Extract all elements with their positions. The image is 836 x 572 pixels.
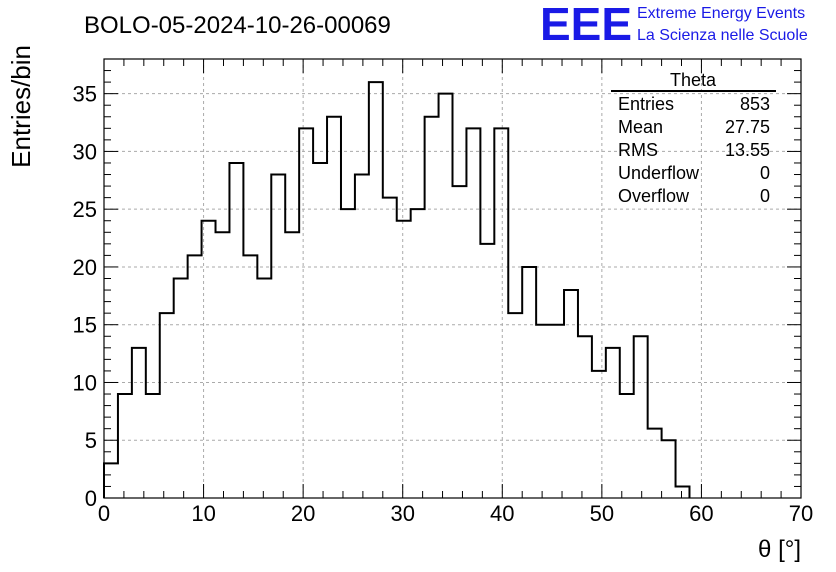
histogram-bin-24 bbox=[439, 94, 453, 498]
x-tick-label-2: 20 bbox=[291, 501, 315, 526]
histogram-bin-39 bbox=[648, 429, 662, 498]
stats-label-overflow: Overflow bbox=[618, 186, 690, 206]
histogram-bin-11 bbox=[257, 279, 271, 499]
histogram-bin-41 bbox=[676, 486, 690, 498]
histogram-bin-20 bbox=[383, 198, 397, 498]
y-tick-label-0: 0 bbox=[85, 486, 97, 511]
histogram-bin-9 bbox=[229, 163, 243, 498]
histogram-bin-21 bbox=[397, 221, 411, 498]
plot-frame bbox=[103, 58, 802, 499]
stats-label-entries: Entries bbox=[618, 94, 674, 114]
histogram-bin-36 bbox=[606, 348, 620, 498]
y-tick-label-3: 15 bbox=[73, 313, 97, 338]
stats-rows: Entries 853 Mean 27.75 RMS 13.55 Underflow 0 Ove… bbox=[618, 94, 770, 206]
org-line-1: Extreme Energy Events bbox=[637, 5, 805, 22]
stats-value-entries: 853 bbox=[740, 94, 770, 114]
histogram-bin-10 bbox=[243, 255, 257, 498]
histogram-bin-18 bbox=[355, 175, 369, 498]
histogram-bin-38 bbox=[634, 336, 648, 498]
y-tick-label-6: 30 bbox=[73, 139, 97, 164]
histogram-bin-27 bbox=[480, 244, 494, 498]
histogram-bin-6 bbox=[188, 255, 202, 498]
stats-title: Theta bbox=[670, 70, 717, 90]
histogram-bin-2 bbox=[132, 348, 146, 498]
stats-label-underflow: Underflow bbox=[618, 163, 700, 183]
x-axis-label: θ [°] bbox=[758, 536, 801, 563]
histogram-bin-25 bbox=[453, 186, 467, 498]
stats-value-mean: 27.75 bbox=[725, 117, 770, 137]
stats-box: Theta Entries 853 Mean 27.75 RMS 13.55 Underfl… bbox=[611, 70, 776, 206]
stats-value-underflow: 0 bbox=[760, 163, 770, 183]
histogram-bin-5 bbox=[174, 279, 188, 499]
histogram-bin-40 bbox=[662, 440, 676, 498]
histogram-bin-37 bbox=[620, 394, 634, 498]
stats-value-rms: 13.55 bbox=[725, 140, 770, 160]
x-tick-label-5: 50 bbox=[590, 501, 614, 526]
histogram-bin-3 bbox=[146, 394, 160, 498]
y-tick-label-7: 35 bbox=[73, 82, 97, 107]
histogram-bin-28 bbox=[494, 128, 508, 498]
histogram-bin-32 bbox=[550, 325, 564, 498]
histogram-bin-19 bbox=[369, 82, 383, 498]
histogram-bin-34 bbox=[578, 336, 592, 498]
axis-ticks bbox=[103, 58, 802, 499]
stats-label-mean: Mean bbox=[618, 117, 663, 137]
histogram-bin-31 bbox=[536, 325, 550, 498]
histogram-bin-23 bbox=[425, 117, 439, 498]
y-axis-label: Entries/bin bbox=[6, 45, 36, 168]
histogram-bin-16 bbox=[327, 117, 341, 498]
x-tick-label-7: 70 bbox=[789, 501, 813, 526]
histogram-bin-1 bbox=[118, 394, 132, 498]
histogram-bin-33 bbox=[564, 290, 578, 498]
histogram-bin-12 bbox=[271, 175, 285, 498]
histogram-bin-35 bbox=[592, 371, 606, 498]
histogram-bin-29 bbox=[508, 313, 522, 498]
y-tick-label-5: 25 bbox=[73, 197, 97, 222]
org-line-2: La Scienza nelle Scuole bbox=[637, 27, 808, 44]
y-tick-label-4: 20 bbox=[73, 255, 97, 280]
grid bbox=[104, 59, 801, 498]
histogram-bin-14 bbox=[299, 128, 313, 498]
stats-label-rms: RMS bbox=[618, 140, 658, 160]
run-title: BOLO-05-2024-10-26-00069 bbox=[84, 12, 391, 39]
x-tick-label-3: 30 bbox=[390, 501, 414, 526]
x-tick-label-4: 40 bbox=[490, 501, 514, 526]
x-tick-label-6: 60 bbox=[689, 501, 713, 526]
y-tick-label-2: 10 bbox=[73, 370, 97, 395]
histogram-bin-7 bbox=[202, 221, 216, 498]
x-tick-label-1: 10 bbox=[191, 501, 215, 526]
tick-labels: 0 10 20 30 40 50 60 70 0 5 10 15 20 25 30 35 bbox=[73, 82, 814, 526]
stats-value-overflow: 0 bbox=[760, 186, 770, 206]
histogram-bin-22 bbox=[411, 209, 425, 498]
histogram-bin-4 bbox=[160, 313, 174, 498]
histogram-bin-17 bbox=[341, 209, 355, 498]
histogram-bin-15 bbox=[313, 163, 327, 498]
histogram-bin-26 bbox=[466, 128, 480, 498]
histogram-bin-30 bbox=[522, 267, 536, 498]
histogram-bin-8 bbox=[216, 232, 230, 498]
histogram-bin-13 bbox=[285, 232, 299, 498]
histogram-series bbox=[103, 81, 691, 498]
eee-logo: EEE bbox=[540, 0, 632, 50]
histogram-bin-0 bbox=[104, 463, 118, 498]
y-tick-label-1: 5 bbox=[85, 428, 97, 453]
x-tick-label-0: 0 bbox=[98, 501, 110, 526]
